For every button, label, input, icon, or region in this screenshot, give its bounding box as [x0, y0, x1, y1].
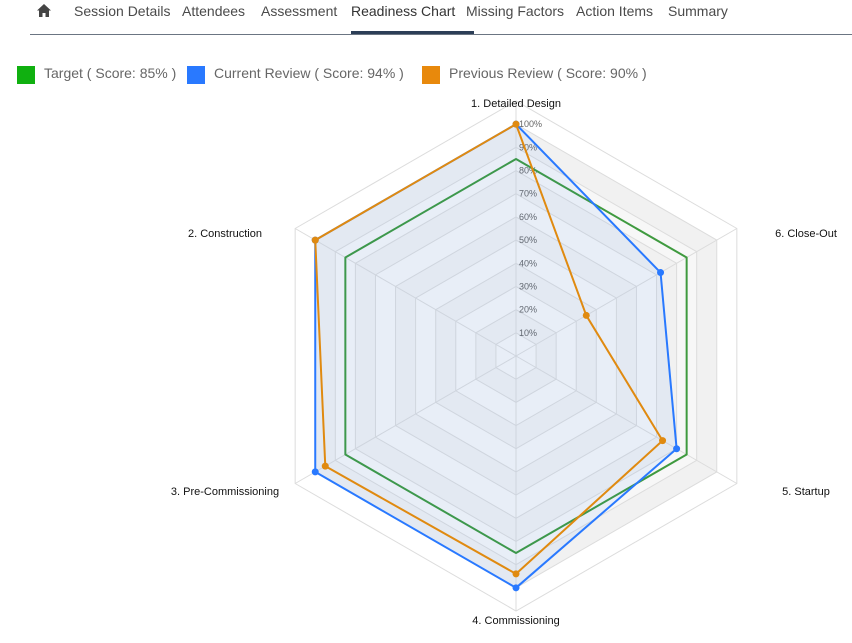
- series-point-1: [657, 269, 665, 277]
- axis-label: 2. Construction: [188, 228, 262, 240]
- tick-label: 20%: [519, 305, 537, 315]
- tab-action-items[interactable]: Action Items: [576, 3, 654, 19]
- grid-spoke: [294, 228, 517, 357]
- legend-swatch-current-review: [187, 66, 205, 84]
- series-point-1: [673, 445, 681, 453]
- series-point-2: [512, 570, 520, 578]
- series-point-2: [659, 437, 667, 445]
- axis-label: 3. Pre-Commissioning: [171, 486, 279, 498]
- tick-label: 60%: [519, 212, 537, 222]
- series-line-0: [344, 157, 688, 555]
- tick-label: 70%: [519, 189, 537, 199]
- legend-label-previous-review: Previous Review ( Score: 90% ): [449, 65, 647, 81]
- tab-session-details[interactable]: Session Details: [74, 3, 171, 19]
- tick-label: 100%: [519, 119, 542, 129]
- grid-spoke: [515, 228, 738, 357]
- grid-spoke: [515, 355, 738, 484]
- tick-label: 30%: [519, 281, 537, 291]
- series-point-2: [512, 120, 520, 128]
- legend-label-target: Target ( Score: 85% ): [44, 65, 177, 81]
- series-point-2: [582, 311, 590, 319]
- axis-label: 5. Startup: [782, 486, 830, 498]
- tab-assessment[interactable]: Assessment: [261, 3, 338, 19]
- tick-label: 10%: [519, 328, 537, 338]
- tick-label: 80%: [519, 166, 537, 176]
- legend-label-current-review: Current Review ( Score: 94% ): [214, 65, 404, 81]
- axis-label: 1. Detailed Design: [471, 98, 561, 110]
- active-tab-indicator: [351, 31, 474, 34]
- series-point-2: [321, 462, 329, 470]
- axis-label: 6. Close-Out: [775, 228, 837, 240]
- tab-bar: Session Details Attendees Assessment Rea…: [30, 0, 852, 35]
- tick-label: 90%: [519, 142, 537, 152]
- series-point-1: [311, 468, 319, 476]
- tab-attendees[interactable]: Attendees: [182, 3, 246, 19]
- tick-label: 50%: [519, 235, 537, 245]
- tab-readiness-chart[interactable]: Readiness Chart: [351, 3, 456, 19]
- series-point-2: [311, 236, 319, 244]
- tab-missing-factors[interactable]: Missing Factors: [466, 3, 565, 19]
- home-icon[interactable]: [36, 3, 52, 19]
- tab-summary[interactable]: Summary: [668, 3, 728, 19]
- legend-swatch-target: [17, 66, 35, 84]
- legend-swatch-previous-review: [422, 66, 440, 84]
- grid-spoke: [294, 355, 517, 484]
- tick-label: 40%: [519, 258, 537, 268]
- series-point-1: [512, 584, 520, 592]
- axis-label: 4. Commissioning: [472, 615, 559, 627]
